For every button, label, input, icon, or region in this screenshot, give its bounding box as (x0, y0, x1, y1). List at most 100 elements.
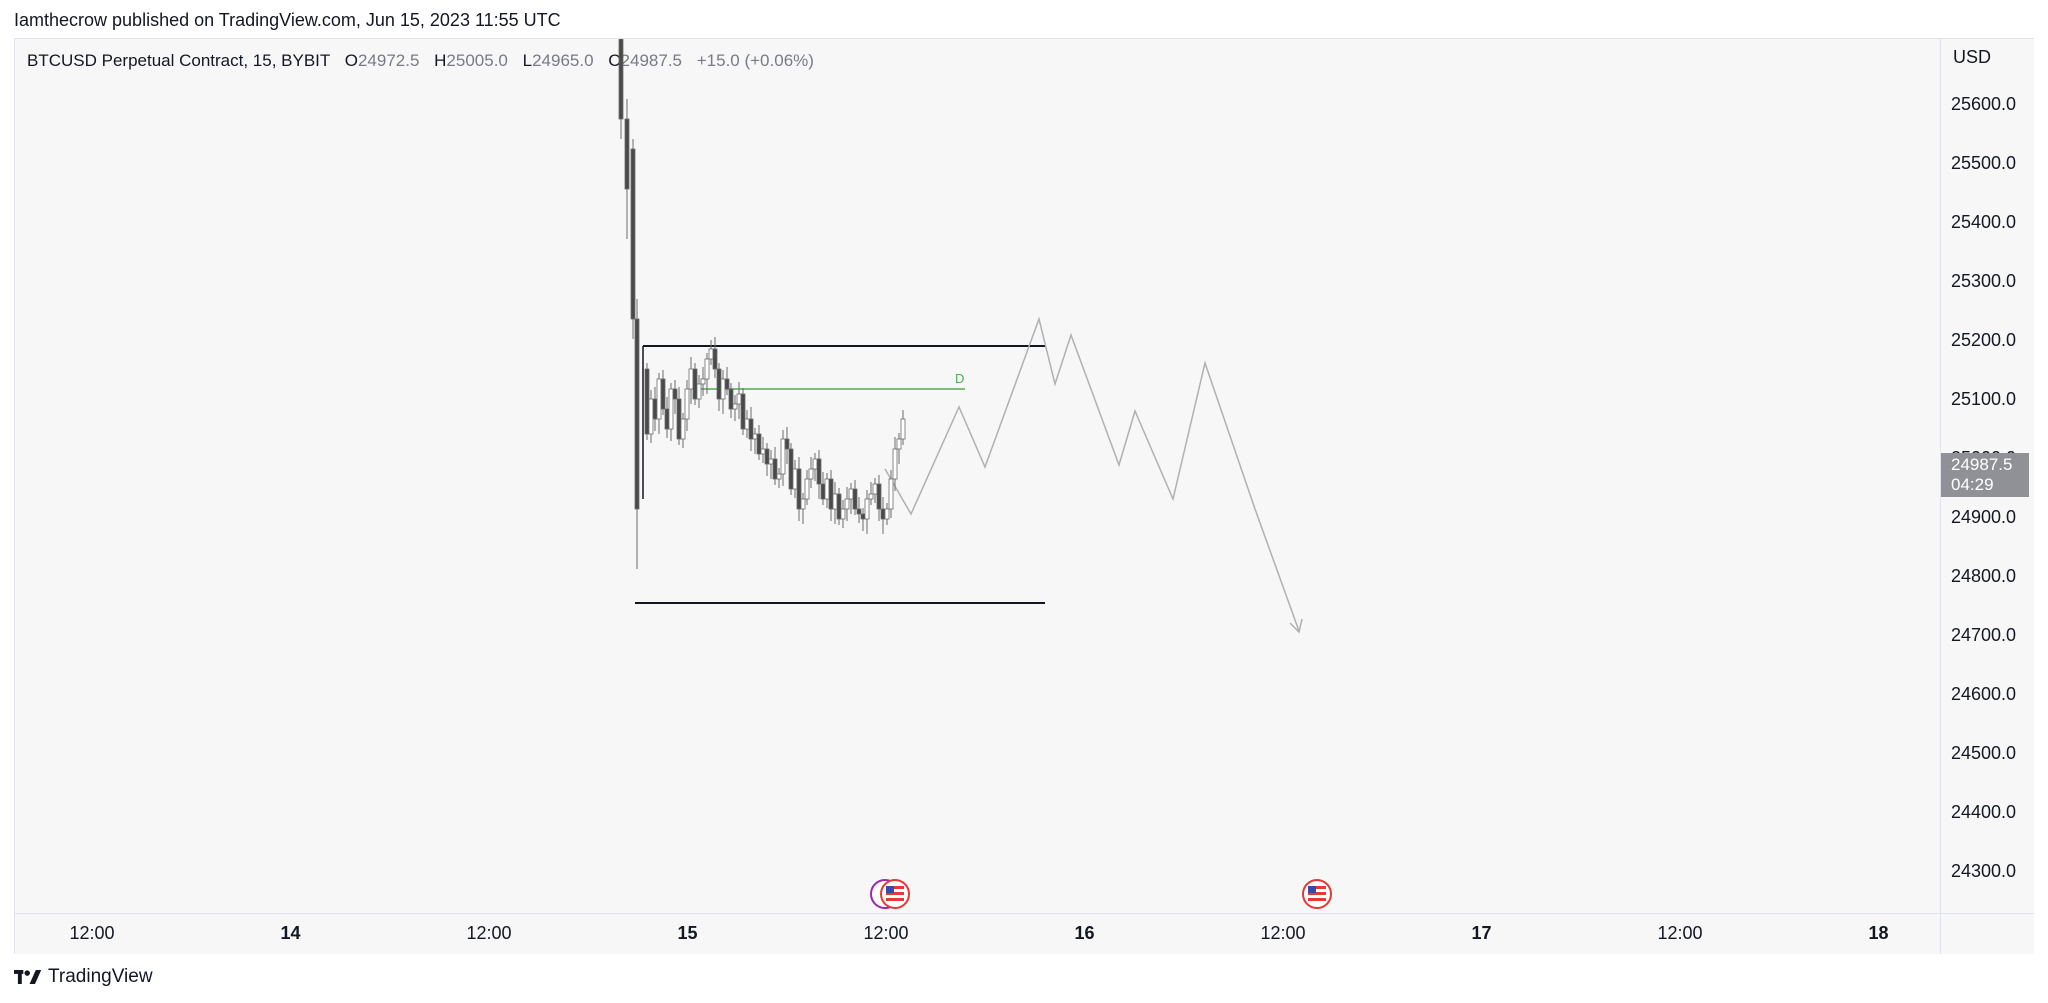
brand-name: TradingView (48, 966, 153, 987)
time-tick-label: 12:00 (466, 923, 512, 943)
candle-body (672, 388, 678, 400)
candle-body (728, 388, 734, 410)
candle-body (792, 468, 798, 490)
axis-corner (1940, 913, 2034, 954)
candle-body (660, 378, 666, 410)
candle-body (634, 318, 640, 510)
candle-body (648, 398, 654, 435)
candle-body (784, 438, 790, 450)
change-value: +15.0 (+0.06%) (696, 51, 814, 70)
time-axis[interactable]: 12:00 14 12:00 15 12:00 16 12:00 17 12:00 18 (15, 913, 1940, 954)
time-tick-label: 15 (677, 923, 698, 943)
candle-body (668, 388, 674, 430)
bar-countdown: 04:29 (1951, 475, 1994, 494)
candle-body (704, 358, 710, 380)
close-label: C (608, 51, 621, 70)
price-tick-label: 25500.0 (1951, 153, 2017, 173)
time-tick-label: 12:00 (863, 923, 909, 943)
candle-body (780, 438, 786, 475)
price-tick-label: 25400.0 (1951, 212, 2017, 232)
candle-body (700, 378, 706, 385)
candles-group (618, 39, 906, 569)
candle-body (764, 448, 770, 465)
publish-info: Iamthecrow published on TradingView.com,… (14, 10, 561, 30)
last-price-badge: 24987.5 04:29 (1941, 453, 2029, 497)
candle-body (618, 39, 624, 120)
candle-body (656, 378, 662, 420)
candle-body (684, 388, 690, 420)
candle-body (900, 418, 906, 440)
candle-body (868, 493, 874, 500)
low-label: L (522, 51, 533, 70)
high-value: 25005.0 (446, 51, 508, 70)
low-value: 24965.0 (532, 51, 594, 70)
candle-body (752, 433, 758, 440)
candle-body (800, 498, 806, 510)
price-axis[interactable]: USD 25600.0 25500.0 25400.0 25300.0 25200.0 2… (1940, 39, 2034, 913)
candle-body (716, 368, 722, 400)
candle-body (816, 458, 822, 485)
candle-body (896, 438, 902, 450)
candle-body (804, 478, 810, 500)
close-value: 24987.5 (620, 51, 682, 70)
candle-body (812, 458, 818, 470)
candle-body (630, 148, 636, 320)
time-tick-label: 12:00 (1657, 923, 1703, 943)
tradingview-logo-icon (14, 970, 42, 984)
candle-body (760, 448, 766, 455)
candle-body (748, 418, 754, 440)
projection-arrowhead (1289, 618, 1303, 634)
candle-body (756, 433, 762, 455)
candle-body (772, 458, 778, 480)
time-tick-label: 18 (1868, 923, 1889, 943)
candle-body (832, 493, 838, 510)
candle-body (732, 403, 738, 410)
candle-body (644, 368, 650, 435)
candle-body (688, 368, 694, 390)
open-value: 24972.5 (357, 51, 420, 70)
time-tick-label: 12:00 (1260, 923, 1306, 943)
projection-path[interactable] (884, 316, 1300, 632)
candle-body (720, 378, 726, 400)
candle-body (884, 508, 890, 520)
currency-label[interactable]: USD (1953, 47, 1992, 67)
candle-body (852, 488, 858, 510)
candle-body (856, 508, 862, 515)
time-tick-label: 16 (1074, 923, 1095, 943)
price-tick-label: 24900.0 (1951, 507, 2017, 527)
time-tick-label: 17 (1471, 923, 1492, 943)
time-tick-label: 12:00 (69, 923, 115, 943)
price-tick-label: 25100.0 (1951, 389, 2017, 409)
chart-frame: BTCUSD Perpetual Contract, 15, BYBIT O24… (14, 38, 2034, 954)
candle-body (776, 473, 782, 480)
candle-body (664, 408, 670, 430)
chart-canvas[interactable]: D (15, 39, 1940, 913)
candle-body (840, 508, 846, 520)
symbol-legend: BTCUSD Perpetual Contract, 15, BYBIT O24… (27, 51, 814, 71)
time-tick-label: 14 (280, 923, 301, 943)
plot-area[interactable]: BTCUSD Perpetual Contract, 15, BYBIT O24… (15, 39, 1940, 913)
price-tick-label: 24300.0 (1951, 861, 2017, 881)
tradingview-brand[interactable]: TradingView (14, 966, 153, 988)
candle-body (712, 348, 718, 370)
candle-body (872, 483, 878, 495)
price-tick-label: 25300.0 (1951, 271, 2017, 291)
price-tick-label: 24700.0 (1951, 625, 2017, 645)
us-flag-event-icon[interactable] (880, 879, 910, 909)
candle-body (820, 483, 826, 500)
high-label: H (434, 51, 447, 70)
candle-body (788, 448, 794, 490)
candle-body (844, 498, 850, 510)
candle-body (880, 508, 886, 520)
candle-body (676, 398, 682, 440)
candle-body (864, 498, 870, 520)
open-label: O (344, 51, 358, 70)
price-tick-label: 25200.0 (1951, 330, 2017, 350)
candle-body (836, 493, 842, 520)
candle-body (824, 478, 830, 500)
us-flag-event-icon-2[interactable] (1302, 879, 1332, 909)
candle-body (724, 378, 730, 390)
candle-body (680, 418, 686, 440)
symbol-name[interactable]: BTCUSD Perpetual Contract, 15, BYBIT (27, 51, 330, 70)
last-price-value: 24987.5 (1951, 455, 2013, 474)
